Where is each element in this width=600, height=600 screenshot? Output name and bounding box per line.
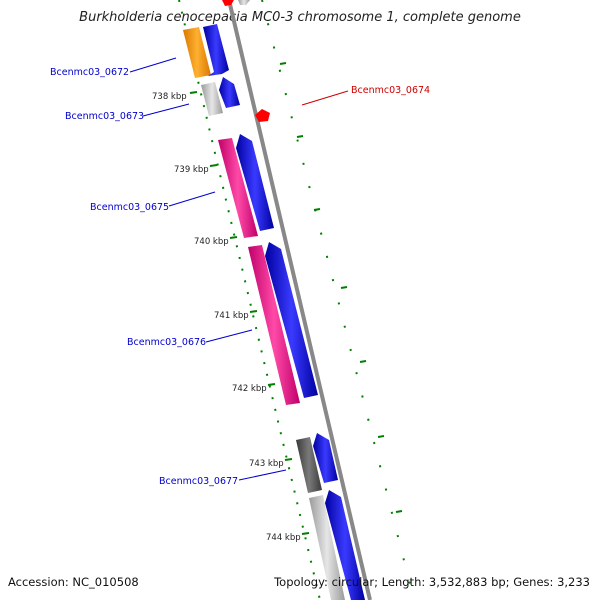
outer-tick-mark	[377, 435, 385, 438]
feature-lightgray-0678	[309, 495, 345, 600]
leader-line-0677	[238, 469, 287, 481]
genome-summary-text: Topology: circular; Length: 3,532,883 bp…	[274, 575, 590, 589]
backbone-line	[227, 0, 372, 600]
tick-label-744: 744 kbp	[266, 533, 301, 543]
outer-tick-mark	[359, 360, 367, 363]
tick-label-740: 740 kbp	[194, 237, 229, 247]
tick-mark-742	[267, 383, 276, 386]
outer-tick-mark	[313, 208, 321, 211]
tick-mark-739	[209, 164, 218, 167]
tick-label-741: 741 kbp	[214, 311, 249, 321]
outer-tick-mark	[279, 62, 287, 65]
leader-line-0672	[129, 57, 177, 73]
tick-label-743: 743 kbp	[249, 459, 284, 469]
feature-darkgray-0677	[296, 437, 322, 493]
gene-label-0674: Bcenmc03_0674	[351, 85, 430, 96]
accession-text: Accession: NC_010508	[8, 575, 139, 589]
outer-tick-mark	[395, 510, 403, 513]
gene-arrow-0677	[313, 433, 338, 483]
leader-line-0673	[142, 103, 190, 117]
gene-arrow-0675	[236, 134, 274, 231]
tick-label-738: 738 kbp	[152, 92, 187, 102]
gene-arrow-0674	[255, 109, 270, 122]
feature-gray-0673	[201, 82, 223, 116]
tick-mark-744	[301, 532, 310, 535]
leader-line-0674	[301, 90, 349, 106]
feature-pink-0675	[218, 138, 258, 238]
gene-arrow-0678	[325, 490, 365, 600]
gene-arrow-top-gray	[238, 0, 250, 5]
tick-mark-738	[189, 91, 198, 94]
gene-arrow-0672	[203, 24, 229, 76]
gene-arrow-0673	[219, 77, 240, 108]
gene-label-0675: Bcenmc03_0675	[90, 202, 169, 213]
feature-pink-0676	[248, 245, 300, 405]
outer-tick-mark	[296, 135, 304, 138]
tick-mark-741	[249, 310, 258, 313]
gene-arrow-0676	[265, 242, 318, 398]
leader-line-0676	[205, 329, 253, 343]
tick-label-739: 739 kbp	[174, 165, 209, 175]
tick-label-742: 742 kbp	[232, 384, 267, 394]
gene-label-0672: Bcenmc03_0672	[50, 67, 129, 78]
outer-tick-mark	[340, 286, 348, 289]
tick-mark-743	[284, 458, 293, 461]
gene-arrow-top-red	[222, 0, 234, 6]
feature-orange-0672	[183, 27, 211, 78]
map-title: Burkholderia cenocepacia MC0-3 chromosom…	[79, 10, 521, 25]
leader-line-0675	[168, 191, 216, 207]
gene-label-0676: Bcenmc03_0676	[127, 337, 206, 348]
gene-label-0673: Bcenmc03_0673	[65, 111, 144, 122]
tick-mark-740	[229, 236, 238, 239]
gene-label-0677: Bcenmc03_0677	[159, 476, 238, 487]
